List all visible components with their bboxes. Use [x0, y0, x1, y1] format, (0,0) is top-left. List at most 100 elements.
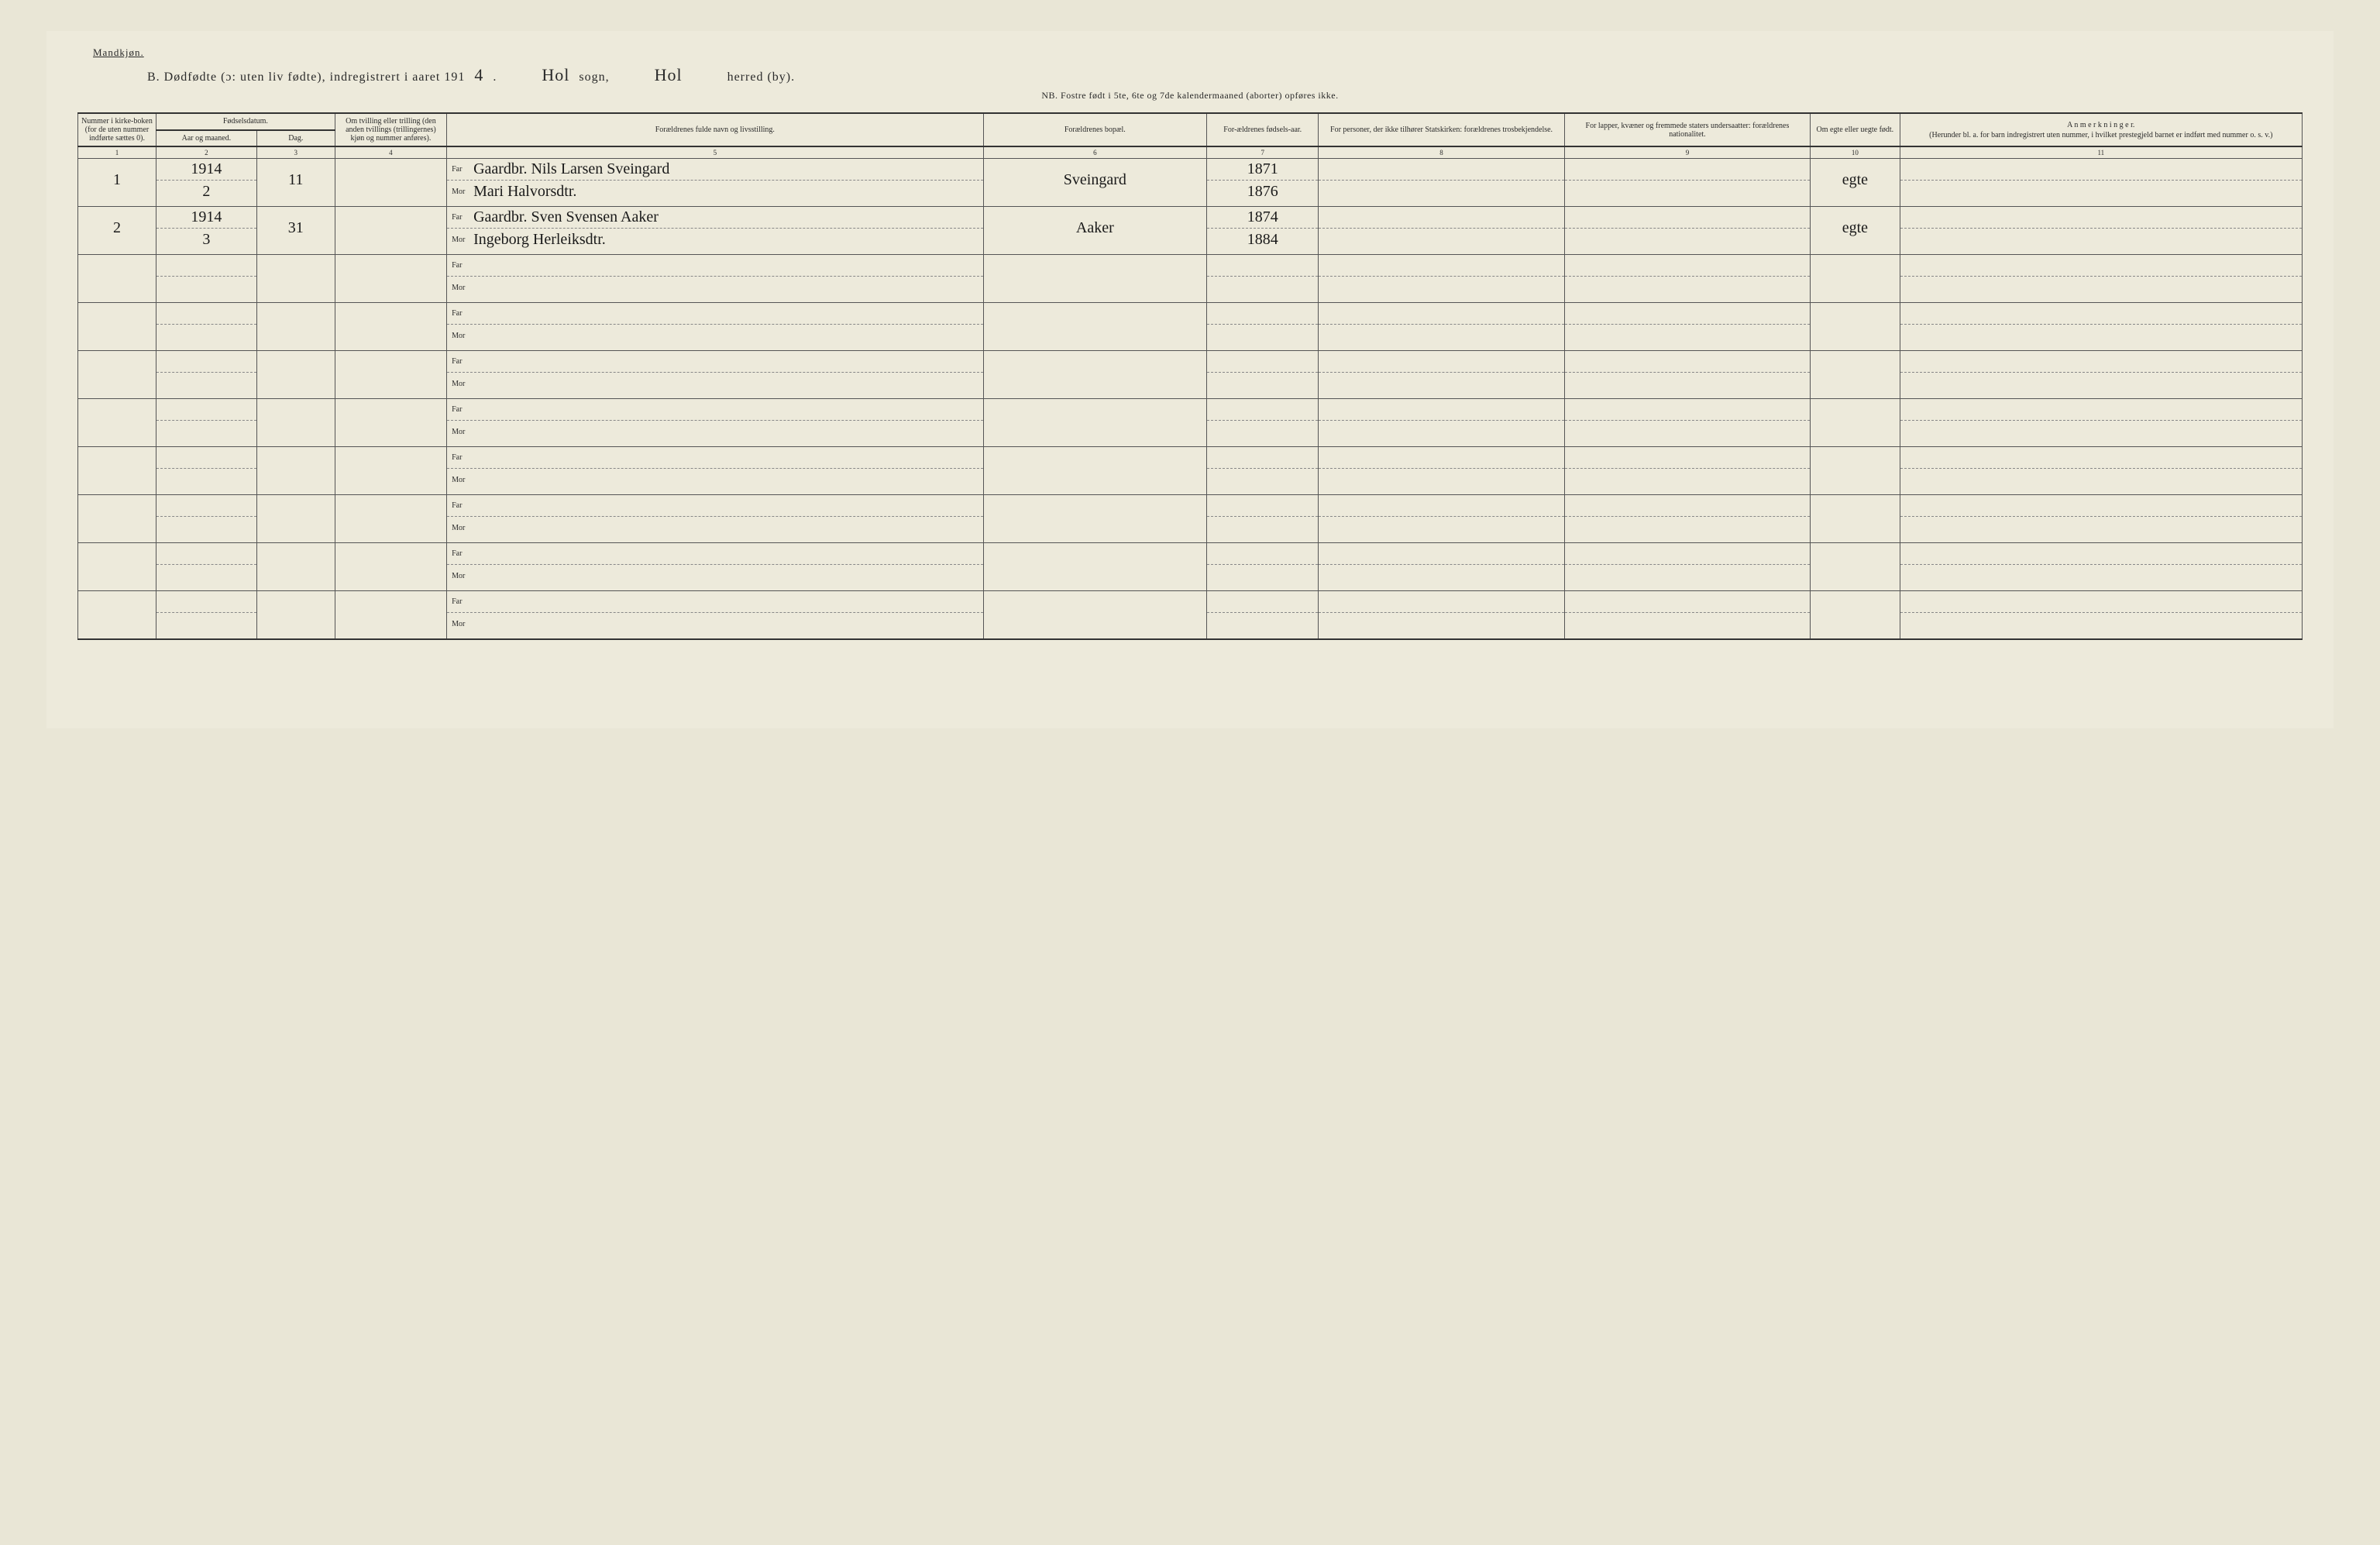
table-cell: [1900, 543, 2302, 591]
far-label: Far: [452, 549, 473, 558]
table-cell: Far Mor: [447, 543, 984, 591]
handwritten-value: 11: [288, 171, 303, 188]
table-cell: Aaker: [983, 207, 1207, 255]
handwritten-value: Mari Halvorsdtr.: [473, 183, 576, 201]
mor-label: Mor: [452, 524, 473, 532]
handwritten-value: Gaardbr. Nils Larsen Sveingard: [473, 160, 669, 178]
handwritten-value: 1: [113, 171, 121, 188]
table-cell: [983, 399, 1207, 447]
table-cell: 1874 1884: [1207, 207, 1319, 255]
sogn-label: sogn,: [579, 71, 609, 84]
mor-label: Mor: [452, 332, 473, 340]
table-cell: [1319, 159, 1564, 207]
handwritten-value: Sveingard: [1064, 171, 1126, 188]
mor-label: Mor: [452, 380, 473, 388]
mor-label: Mor: [452, 188, 473, 196]
mor-label: Mor: [452, 620, 473, 628]
table-cell: [1564, 447, 1810, 495]
far-label: Far: [452, 597, 473, 606]
col-idx-6: 6: [983, 146, 1207, 159]
table-row: Far Mor: [78, 255, 2303, 303]
table-cell: [156, 303, 256, 351]
table-cell: [335, 207, 446, 255]
table-cell: [78, 495, 156, 543]
nb-note: NB. Fostre født i 5te, 6te og 7de kalend…: [77, 90, 2303, 102]
table-cell: [1319, 495, 1564, 543]
col-idx-10: 10: [1811, 146, 1900, 159]
col-idx-3: 3: [256, 146, 335, 159]
gender-label: Mandkjøn.: [93, 46, 2303, 59]
far-label: Far: [452, 453, 473, 462]
col-header-5: Forældrenes fulde navn og livsstilling.: [447, 113, 984, 146]
table-body: 1 1914 2 11 FarGaardbr. Nils Larsen Svei…: [78, 159, 2303, 639]
handwritten-value: 3: [202, 231, 210, 249]
table-cell: [1564, 303, 1810, 351]
handwritten-value: 1876: [1247, 183, 1278, 201]
table-cell: [335, 591, 446, 639]
register-page: Mandkjøn. B. Dødfødte (ɔ: uten liv fødte…: [46, 31, 2334, 728]
table-cell: Far Mor: [447, 495, 984, 543]
table-cell: 1914 3: [156, 207, 256, 255]
table-cell: [335, 447, 446, 495]
handwritten-value: 31: [288, 219, 304, 236]
table-cell: [256, 495, 335, 543]
handwritten-value: egte: [1842, 219, 1868, 236]
col-idx-5: 5: [447, 146, 984, 159]
col-header-9: For lapper, kvæner og fremmede staters u…: [1564, 113, 1810, 146]
table-cell: [983, 447, 1207, 495]
title-period: .: [493, 71, 497, 84]
table-cell: 31: [256, 207, 335, 255]
table-cell: [983, 495, 1207, 543]
col-header-2: Aar og maaned.: [156, 130, 256, 147]
mor-label: Mor: [452, 284, 473, 292]
table-cell: [1319, 255, 1564, 303]
table-cell: [335, 159, 446, 207]
col-header-2-group: Fødselsdatum.: [156, 113, 335, 130]
table-cell: [1319, 591, 1564, 639]
table-cell: [256, 399, 335, 447]
col-idx-8: 8: [1319, 146, 1564, 159]
col-header-7: For-ældrenes fødsels-aar.: [1207, 113, 1319, 146]
table-cell: [1564, 255, 1810, 303]
herred-label: herred (by).: [727, 71, 796, 84]
table-cell: Far Mor: [447, 255, 984, 303]
register-table: Nummer i kirke-boken (for de uten nummer…: [77, 112, 2303, 640]
title-line: B. Dødfødte (ɔ: uten liv fødte), indregi…: [147, 65, 2303, 85]
table-cell: [1900, 159, 2302, 207]
table-cell: [1900, 495, 2302, 543]
handwritten-value: Gaardbr. Sven Svensen Aaker: [473, 208, 659, 226]
table-cell: [78, 303, 156, 351]
table-cell: [1811, 495, 1900, 543]
table-cell: 11: [256, 159, 335, 207]
table-cell: [1207, 351, 1319, 399]
table-cell: [1811, 591, 1900, 639]
table-cell: Far Mor: [447, 591, 984, 639]
far-label: Far: [452, 309, 473, 318]
table-cell: [1811, 303, 1900, 351]
table-cell: [1811, 399, 1900, 447]
handwritten-value: Aaker: [1076, 219, 1114, 236]
year-suffix: 4: [469, 65, 488, 85]
table-cell: [1900, 351, 2302, 399]
col-header-8: For personer, der ikke tilhører Statskir…: [1319, 113, 1564, 146]
table-cell: [256, 447, 335, 495]
col-header-4: Om tvilling eller trilling (den anden tv…: [335, 113, 446, 146]
handwritten-value: 1884: [1247, 231, 1278, 249]
table-cell: [1207, 591, 1319, 639]
table-cell: [78, 399, 156, 447]
handwritten-value: 1914: [191, 160, 222, 178]
far-label: Far: [452, 261, 473, 270]
far-label: Far: [452, 213, 473, 222]
table-cell: [1564, 159, 1810, 207]
far-label: Far: [452, 405, 473, 414]
mor-label: Mor: [452, 236, 473, 244]
table-cell: [983, 351, 1207, 399]
table-cell: [1564, 399, 1810, 447]
handwritten-value: 1871: [1247, 160, 1278, 178]
table-cell: [156, 591, 256, 639]
table-cell: 1871 1876: [1207, 159, 1319, 207]
table-cell: [1811, 447, 1900, 495]
table-cell: [1319, 543, 1564, 591]
table-cell: Far Mor: [447, 303, 984, 351]
table-row: Far Mor: [78, 543, 2303, 591]
